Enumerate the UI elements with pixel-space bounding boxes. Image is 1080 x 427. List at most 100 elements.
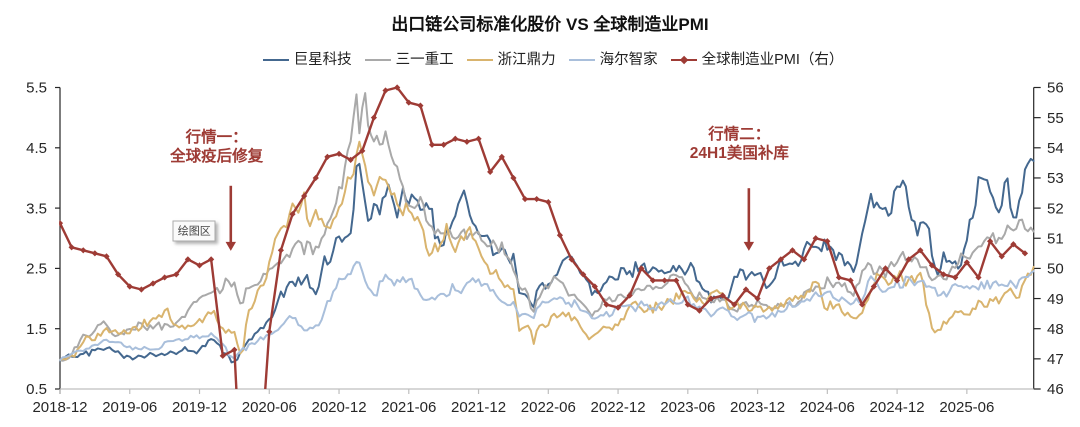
y-left-tick-label: 5.5 xyxy=(26,80,47,97)
x-tick-label: 2018-12 xyxy=(32,399,87,416)
pmi-marker xyxy=(661,277,668,284)
pmi-marker xyxy=(719,292,726,299)
x-tick-label: 2023-12 xyxy=(730,399,785,416)
annotation-line: 行情二： xyxy=(708,126,771,144)
x-tick-label: 2024-12 xyxy=(870,399,925,416)
pmi-marker xyxy=(301,192,308,200)
y-right-tick-label: 48 xyxy=(1047,321,1064,338)
legend-label: 海尔智家 xyxy=(599,52,658,68)
y-right-tick-label: 52 xyxy=(1047,200,1064,217)
legend-swatch xyxy=(262,58,289,62)
plot-area-tooltip: 绘图区 xyxy=(172,220,216,242)
pmi-marker xyxy=(859,301,866,308)
pmi-marker xyxy=(928,262,936,269)
pmi-marker xyxy=(463,138,471,145)
pmi-marker xyxy=(335,150,343,157)
pmi-marker xyxy=(173,271,180,278)
pmi-marker xyxy=(487,168,494,176)
pmi-marker xyxy=(126,283,133,290)
legend-label: 浙江鼎力 xyxy=(497,52,556,68)
pmi-marker xyxy=(847,277,854,284)
series-line-zhejiang-dingli xyxy=(59,140,1035,362)
legend-swatch xyxy=(670,55,697,65)
pmi-marker xyxy=(498,153,505,160)
pmi-marker xyxy=(882,265,889,272)
annotation-arrow-head xyxy=(743,241,755,251)
y-left-tick-label: 1.5 xyxy=(26,321,47,338)
y-right-tick-label: 56 xyxy=(1047,80,1064,97)
y-right-tick-label: 50 xyxy=(1047,261,1064,278)
pmi-marker xyxy=(138,286,145,293)
pmi-marker xyxy=(80,247,87,254)
pmi-marker xyxy=(219,352,226,359)
annotation-line: 行情一： xyxy=(185,129,248,147)
y-right-tick-label: 54 xyxy=(1047,140,1064,157)
pmi-marker xyxy=(103,253,110,260)
y-right-tick-label: 55 xyxy=(1047,110,1064,127)
chart-legend: 巨星科技 三一重工 浙江鼎力 海尔智家 全球制造业PMI（右） xyxy=(13,50,1080,70)
chart-title: 出口链公司标准化股价 VS 全球制造业PMI xyxy=(391,15,709,34)
legend-label: 全球制造业PMI（右） xyxy=(701,52,844,68)
annotation-arrow-head xyxy=(225,241,236,251)
legend-item-sany-heavy-industry: 三一重工 xyxy=(364,50,454,70)
pmi-marker xyxy=(359,147,366,154)
y-right-tick-label: 51 xyxy=(1047,230,1064,247)
pmi-marker xyxy=(394,84,401,91)
pmi-marker xyxy=(417,102,424,109)
y-right-tick-label: 49 xyxy=(1047,291,1064,308)
pmi-marker xyxy=(766,265,773,272)
pmi-marker xyxy=(893,277,901,284)
pmi-marker xyxy=(266,328,273,335)
legend-item-giant-star-tools: 巨星科技 xyxy=(262,50,352,70)
pmi-marker xyxy=(405,99,412,106)
pmi-marker xyxy=(789,247,796,254)
pmi-marker xyxy=(370,114,378,121)
pmi-marker xyxy=(824,238,831,245)
pmi-marker xyxy=(638,265,645,272)
legend-item-haier-smart-home: 海尔智家 xyxy=(568,50,658,70)
x-tick-label: 2019-12 xyxy=(172,399,227,416)
legend-item-zhejiang-dingli: 浙江鼎力 xyxy=(466,50,556,70)
y-left-tick-label: 2.5 xyxy=(26,261,47,278)
pmi-marker xyxy=(917,247,924,254)
pmi-marker xyxy=(835,274,843,281)
pmi-marker xyxy=(707,295,715,302)
pmi-marker xyxy=(580,271,587,278)
x-tick-label: 2020-12 xyxy=(311,399,366,416)
pmi-marker xyxy=(568,256,575,263)
pmi-marker xyxy=(800,256,808,263)
y-right-tick-label: 47 xyxy=(1047,351,1064,368)
pmi-marker xyxy=(998,253,1005,260)
x-tick-label: 2020-06 xyxy=(242,399,297,416)
legend-swatch xyxy=(466,58,493,62)
pmi-marker xyxy=(684,301,691,308)
pmi-marker xyxy=(231,346,238,353)
pmi-marker xyxy=(731,301,738,308)
pmi-marker xyxy=(68,244,75,251)
pmi-marker xyxy=(533,195,540,203)
pmi-marker xyxy=(149,280,157,287)
legend-label: 巨星科技 xyxy=(293,52,352,68)
pmi-marker xyxy=(603,301,610,308)
pmi-marker xyxy=(428,141,436,148)
pmi-marker xyxy=(975,274,982,281)
annotation-line: 24H1美国补库 xyxy=(689,145,789,163)
pmi-marker xyxy=(510,174,517,182)
pmi-marker xyxy=(905,256,912,263)
pmi-marker xyxy=(556,232,564,239)
pmi-marker xyxy=(754,295,761,302)
pmi-marker xyxy=(440,141,447,148)
pmi-marker xyxy=(208,256,215,263)
pmi-marker xyxy=(1010,241,1017,248)
pmi-marker xyxy=(649,277,657,284)
pmi-marker xyxy=(545,198,552,206)
x-tick-label: 2022-12 xyxy=(591,399,646,416)
pmi-marker xyxy=(952,274,959,281)
pmi-marker xyxy=(1021,250,1029,257)
pmi-marker xyxy=(196,262,203,269)
pmi-marker xyxy=(161,274,168,281)
pmi-marker xyxy=(614,304,622,311)
pmi-marker xyxy=(277,247,284,254)
